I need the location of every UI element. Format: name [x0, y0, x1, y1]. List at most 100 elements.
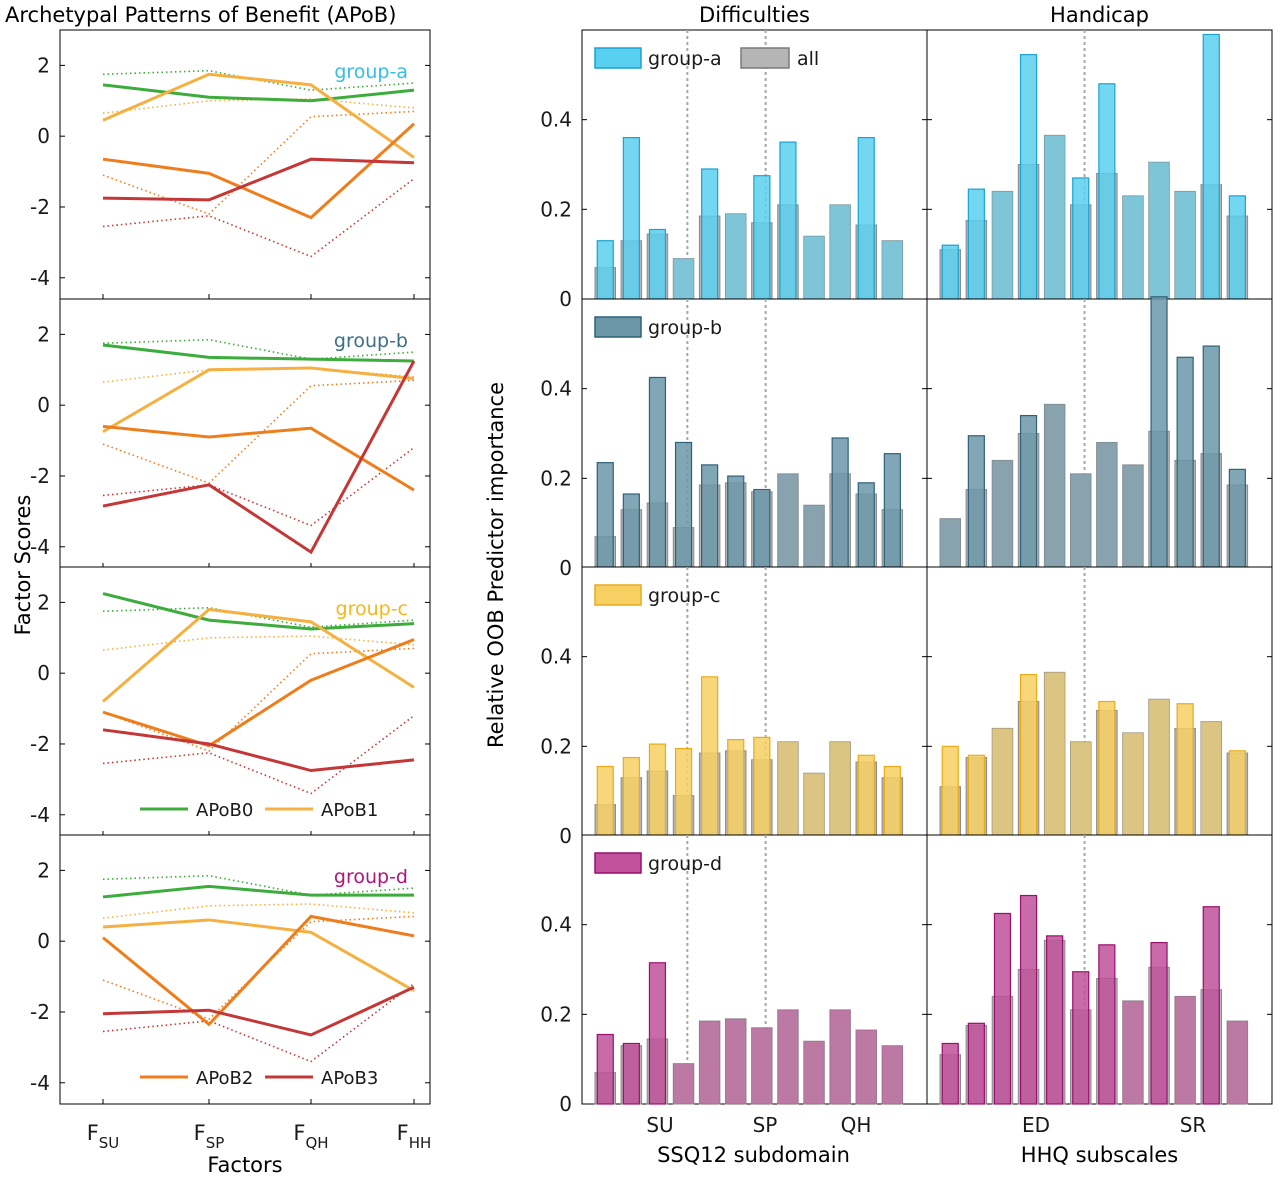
bar-all-tint [1174, 996, 1196, 1104]
bar-group-a [622, 137, 640, 300]
legend-label-group-b: group-b [648, 317, 722, 339]
y-tick-label: 0 [37, 124, 50, 148]
x-tick-label: FHH [397, 1121, 432, 1152]
y-tick-label: 2 [37, 322, 50, 346]
y-tick-label: -4 [30, 535, 50, 559]
bar-group-b [727, 475, 745, 569]
bar-group-c [967, 754, 985, 837]
series-line-APoB3 [102, 360, 416, 555]
bar-group-b [596, 462, 614, 569]
legend-label-APoB1: APoB1 [321, 800, 378, 821]
bar-group-c [753, 736, 771, 837]
y-tick-label: 0.2 [540, 1002, 572, 1026]
bar-group-b [622, 493, 640, 569]
bar-all-tint [1148, 162, 1170, 299]
bar-group-b [1176, 356, 1194, 569]
series-line-APoB2 [102, 122, 416, 220]
bar-group-c [857, 754, 875, 837]
legend-swatch-group-c [594, 584, 642, 606]
bar-group-c [1019, 673, 1038, 837]
legend-swatch-group-d [594, 852, 642, 874]
bar-all-tint [1096, 442, 1118, 568]
right-x-axis-label: SSQ12 subdomain [657, 1143, 850, 1167]
bar-panel-group-a-handicap [926, 29, 1273, 300]
right-x-axis-label: HHQ subscales [1021, 1143, 1178, 1167]
y-tick-label: 0 [37, 393, 50, 417]
bar-all-tint [829, 204, 851, 299]
bar-all-tint [1174, 191, 1196, 299]
series-line-APoB1 [102, 607, 415, 703]
bar-all-tint [1227, 1021, 1248, 1104]
bar-all-tint [673, 1063, 694, 1104]
bar-all-tint [673, 258, 694, 299]
bar-group-b [674, 441, 693, 569]
bar-all-tint [992, 728, 1013, 836]
bar-group-b [1202, 345, 1220, 569]
x-group-label: SP [753, 1113, 778, 1137]
line-panel-group-d: -4 -2 0 2 group-d APoB2 APoB3 [30, 834, 431, 1105]
bar-group-a [596, 240, 614, 300]
bar-all-tint [699, 1021, 720, 1104]
bar-all-tint [803, 505, 825, 568]
bar-group-b [1228, 468, 1246, 569]
y-tick-label: 0.2 [540, 197, 572, 221]
bar-group-d [1098, 944, 1116, 1105]
bar-group-b [648, 376, 667, 569]
bar-all-tint [992, 191, 1013, 299]
bar-all-tint [1122, 464, 1144, 568]
bar-group-c [674, 747, 693, 837]
bar-group-a [701, 168, 719, 300]
y-tick-label: 2 [37, 858, 50, 882]
bar-all-tint [1070, 741, 1091, 836]
bar-group-a [1098, 83, 1116, 300]
left-chart-title: Archetypal Patterns of Benefit (APoB) [5, 3, 396, 27]
reference-line-APoB0 [102, 606, 415, 628]
bar-group-a [753, 175, 771, 300]
y-tick-label: 0 [559, 287, 572, 311]
series-line-APoB3 [102, 728, 415, 773]
bar-panel-group-c-difficulties: 0 0.2 0.4 group-c [540, 566, 928, 848]
y-tick-label: -2 [30, 1000, 50, 1024]
bar-panel-group-a-difficulties: 0 0.2 0.4 group-a all [540, 29, 928, 311]
bar-all-tint [882, 240, 903, 299]
right-y-axis-label: Relative OOB Predictor importance [484, 382, 508, 748]
series-line-APoB3 [102, 985, 415, 1037]
line-panel-group-c: -4 -2 0 2 group-c APoB0 APoB1 [30, 566, 431, 837]
bar-group-b [1150, 296, 1168, 569]
bar-group-c [941, 745, 959, 837]
bar-group-a [967, 188, 985, 300]
series-line-APoB0 [102, 884, 414, 899]
bar-group-a [1202, 33, 1220, 300]
bar-group-c [701, 676, 719, 837]
series-line-APoB0 [102, 83, 415, 103]
bar-all-tint [1044, 672, 1065, 836]
left-x-axis-label: Factors [207, 1153, 282, 1177]
bar-group-d [1019, 894, 1038, 1105]
y-tick-label: 0.4 [540, 913, 572, 937]
bar-all-tint [1122, 1000, 1144, 1104]
bar-group-c [727, 739, 745, 837]
legend-swatch-group-a [594, 47, 642, 69]
line-panel-group-a: -4 -2 0 2 group-a [30, 29, 431, 300]
bar-all-tint [1148, 699, 1170, 836]
bar-group-b [1019, 414, 1038, 569]
y-tick-label: -4 [30, 1071, 50, 1095]
legend-label-group-a: group-a [648, 48, 722, 70]
bar-group-a [1228, 195, 1246, 300]
bar-group-b [883, 453, 901, 569]
bar-group-d [941, 1042, 959, 1105]
group-label: group-c [336, 598, 408, 620]
x-tick-label: FQH [293, 1121, 328, 1152]
bar-all-tint [751, 1027, 773, 1104]
y-tick-label: 0 [559, 556, 572, 580]
bar-group-d [1072, 971, 1090, 1105]
group-label: group-d [334, 866, 408, 888]
legend-label-APoB0: APoB0 [196, 800, 253, 821]
y-tick-label: 2 [37, 53, 50, 77]
y-tick-label: -2 [30, 464, 50, 488]
bar-group-c [648, 743, 667, 837]
bar-group-d [1150, 941, 1168, 1105]
bar-panel-group-b-handicap [926, 296, 1273, 569]
bar-panel-group-d-handicap [926, 834, 1273, 1105]
legend-label-APoB2: APoB2 [196, 1068, 253, 1089]
